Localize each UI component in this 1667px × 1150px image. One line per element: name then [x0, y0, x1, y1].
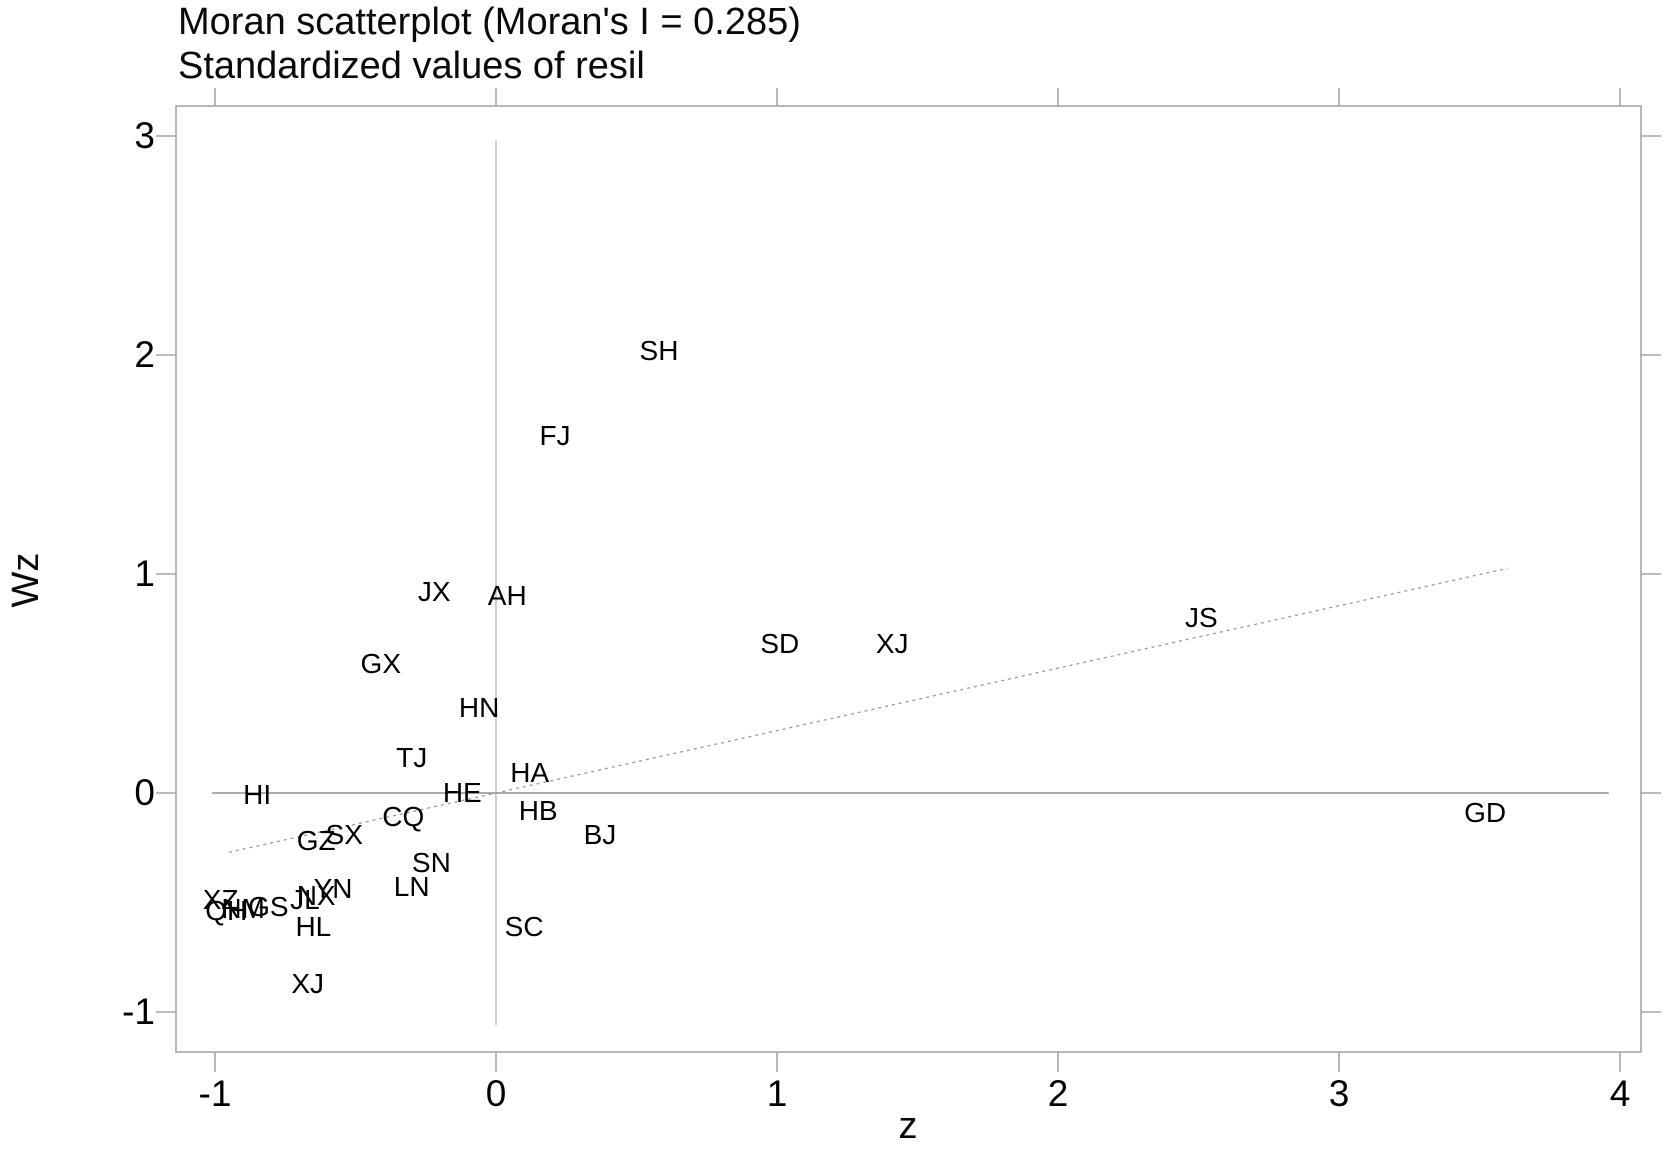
scatter-point-label-BJ: BJ [583, 818, 617, 850]
scatter-point-label-XJ: XJ [291, 967, 325, 999]
x-tick-label: 4 [1609, 1073, 1631, 1114]
x-axis-title: z [898, 1105, 918, 1147]
scatter-point-label-GX: GX [360, 647, 402, 679]
title-block: Moran scatterplot (Moran's I = 0.285) St… [178, 0, 801, 88]
moran-trend-line [228, 567, 1508, 853]
scatter-point-label-SN: SN [411, 847, 451, 879]
scatter-point-label-QH: QH [205, 895, 248, 927]
scatter-point-label-GZ: GZ [296, 825, 336, 857]
scatter-point-label-HB: HB [518, 794, 558, 826]
scatter-point-label-YN: YN [313, 873, 353, 905]
scatter-point-label-HA: HA [510, 757, 550, 789]
scatter-point-label-NM: NM [221, 893, 265, 925]
scatter-point-label-XZ: XZ [202, 884, 239, 916]
x-tick-label: 1 [766, 1073, 788, 1114]
x-tick-label: 3 [1328, 1073, 1350, 1114]
scatter-point-label-FJ: FJ [539, 420, 571, 452]
scatter-point-label-JS: JS [1184, 601, 1218, 633]
scatter-point-label-NX: NX [296, 879, 336, 911]
scatter-point-label-SC: SC [504, 910, 544, 942]
y-tick-label: 2 [134, 334, 155, 375]
scatter-point-label-HL: HL [295, 910, 332, 942]
y-tick-label: -1 [122, 991, 155, 1032]
y-tick-label: 1 [134, 553, 155, 594]
x-tick-label: -1 [198, 1073, 232, 1114]
scatter-point-label-JX: JX [417, 575, 451, 607]
scatter-point-label-LN: LN [393, 871, 430, 903]
chart-title: Moran scatterplot (Moran's I = 0.285) [178, 1, 801, 43]
scatter-point-label-HI: HI [243, 779, 272, 811]
x-tick-label: 2 [1047, 1073, 1069, 1114]
scatter-point-label-SD: SD [760, 628, 800, 660]
scatter-point-label-SX: SX [325, 818, 363, 850]
chart-subtitle: Standardized values of resil [178, 45, 645, 87]
scatter-point-label-JL: JL [290, 884, 320, 916]
scatter-point-label-TJ: TJ [396, 741, 428, 773]
scatter-point-label-XJ: XJ [875, 628, 909, 660]
scatter-point-label-SH: SH [639, 334, 679, 366]
scatter-point-label-GD: GD [1464, 796, 1507, 828]
x-tick-label: 0 [485, 1073, 507, 1114]
scatter-point-label-AH: AH [487, 579, 527, 611]
plot-frame [175, 105, 1642, 1053]
scatter-point-label-HE: HE [442, 777, 482, 808]
scatter-point-label-HN: HN [458, 691, 500, 723]
y-tick-label: 0 [134, 772, 155, 813]
scatter-point-label-GS: GS [248, 890, 289, 922]
y-tick-label: 3 [134, 115, 155, 156]
scatter-point-label-CQ: CQ [382, 801, 425, 833]
